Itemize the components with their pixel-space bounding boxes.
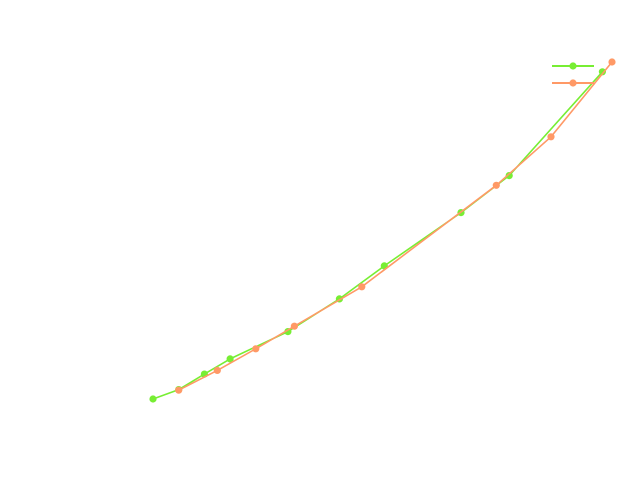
series-1-point <box>505 172 513 180</box>
legend <box>552 62 594 87</box>
series-2-point <box>290 322 298 330</box>
series-2-point <box>492 181 500 189</box>
series-2 <box>175 58 616 394</box>
legend-marker <box>569 62 577 70</box>
legend-entry-1 <box>552 62 594 70</box>
series-1-line <box>152 71 603 400</box>
series-2-point <box>213 366 221 374</box>
series-2-point <box>175 386 183 394</box>
series-2-point <box>547 133 555 141</box>
series-2-point <box>608 58 616 66</box>
legend-entry-2 <box>552 79 594 87</box>
legend-marker <box>569 79 577 87</box>
series-1 <box>149 68 607 403</box>
series-1-point <box>226 355 234 363</box>
series-1-point <box>149 395 157 403</box>
series-layer <box>149 58 616 403</box>
series-1-point <box>598 68 607 76</box>
series-2-line <box>178 61 613 391</box>
series-2-point <box>358 283 366 291</box>
series-2-point <box>252 345 260 353</box>
